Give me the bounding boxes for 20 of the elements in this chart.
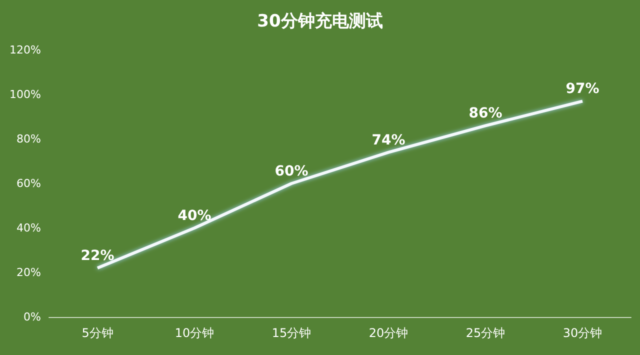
x-tick-label: 10分钟: [174, 326, 214, 340]
y-tick-label: 80%: [16, 132, 41, 146]
x-tick-label: 15分钟: [272, 326, 312, 340]
y-tick-label: 20%: [16, 266, 41, 279]
x-tick-label: 25分钟: [466, 326, 506, 340]
data-label: 60%: [274, 164, 308, 180]
data-label: 74%: [372, 132, 406, 148]
x-tick-label: 30分钟: [562, 326, 602, 340]
data-label: 22%: [80, 248, 114, 264]
x-tick-label: 5分钟: [82, 326, 114, 340]
y-tick-label: 0%: [24, 310, 41, 324]
data-label: 40%: [178, 208, 212, 224]
x-tick-label: 20分钟: [368, 326, 408, 340]
y-tick-label: 40%: [16, 222, 41, 234]
data-label: 86%: [468, 106, 502, 122]
data-label: 97%: [566, 81, 600, 98]
y-tick-label: 60%: [16, 177, 41, 190]
y-tick-label: 120%: [10, 44, 41, 56]
y-tick-label: 100%: [10, 88, 41, 101]
chart-title: 30分钟充电测试: [257, 12, 383, 32]
